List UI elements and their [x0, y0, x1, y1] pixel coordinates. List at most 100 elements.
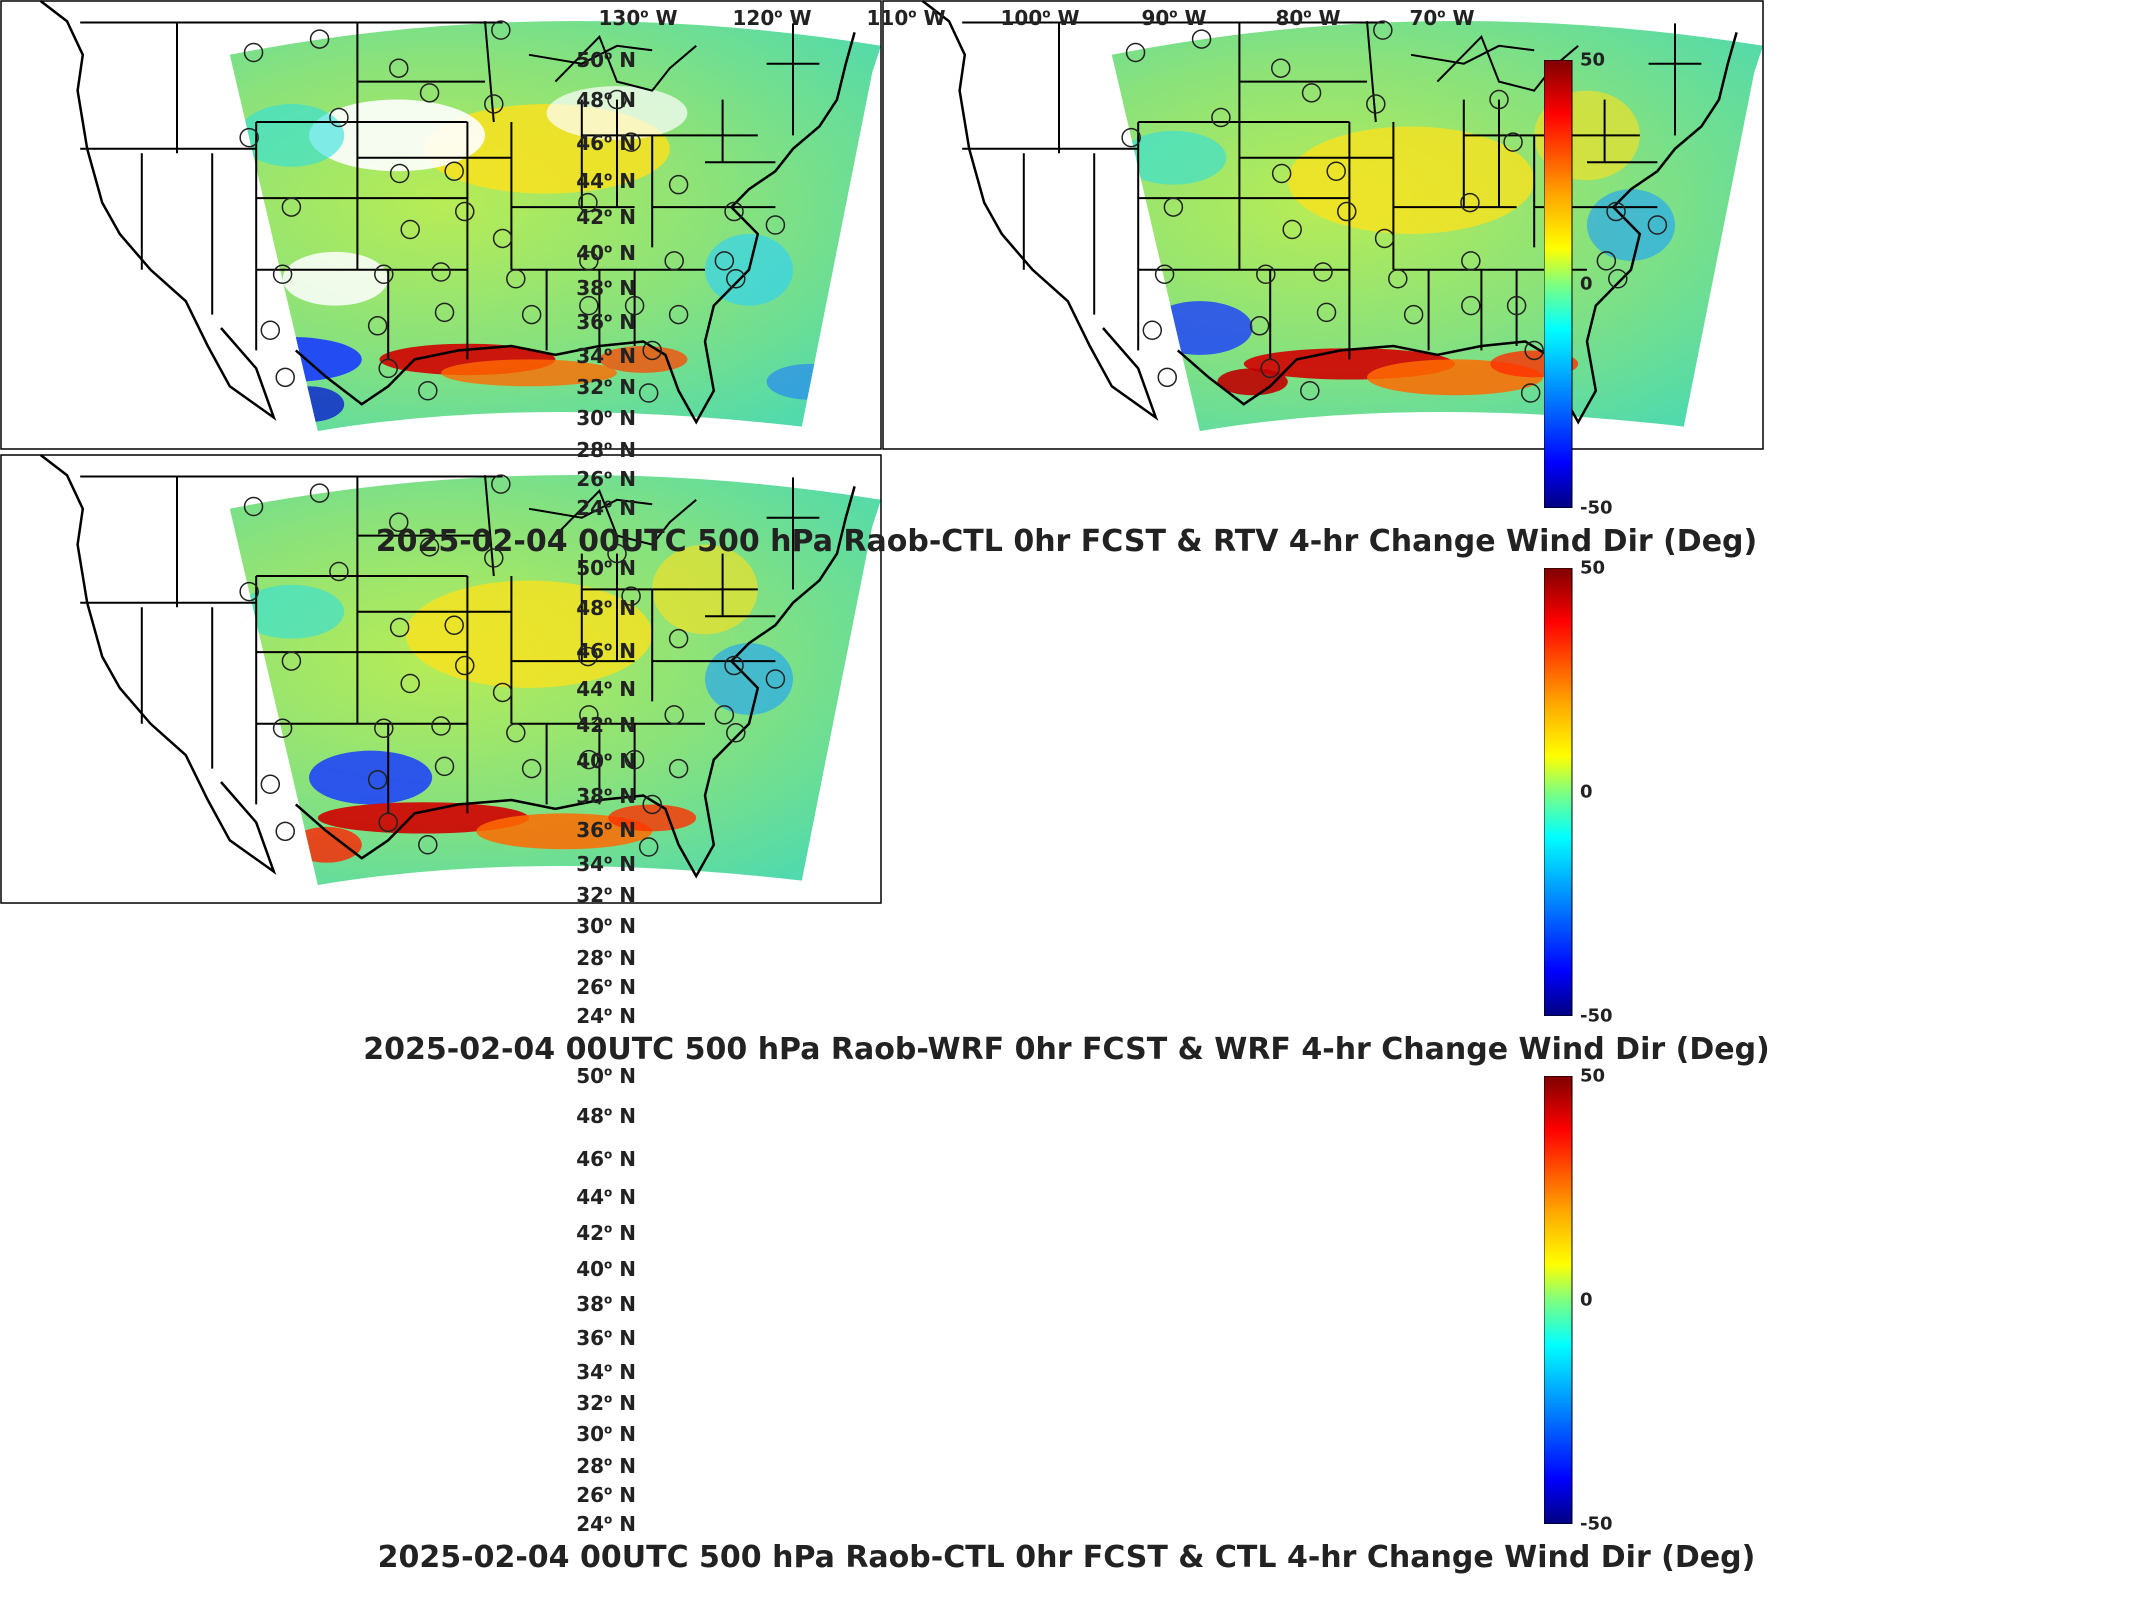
station-marker	[579, 705, 599, 725]
station-marker	[389, 58, 409, 78]
lat-tick-label: 34o N	[576, 851, 636, 876]
colorbar-tick-min: -50	[1580, 497, 1613, 519]
lat-tick-label: 26o N	[576, 974, 636, 999]
lat-tick-label: 30o N	[576, 1422, 636, 1447]
station-marker	[621, 132, 641, 152]
station-marker	[1524, 340, 1544, 361]
station-marker	[1460, 192, 1480, 213]
station-marker	[309, 483, 330, 503]
lat-tick-label: 38o N	[576, 784, 636, 809]
station-marker	[419, 537, 440, 557]
station-marker	[765, 215, 786, 235]
lat-tick-label: 44o N	[576, 676, 636, 701]
station-marker	[1520, 383, 1541, 403]
station-marker	[668, 628, 689, 649]
station-marker	[506, 269, 526, 289]
wind-direction-field	[229, 20, 881, 432]
colorbar-tick-max: 50	[1580, 49, 1606, 71]
station-marker	[1282, 219, 1302, 240]
lat-tick-label: 48o N	[576, 88, 636, 113]
station-marker	[400, 219, 420, 240]
lat-tick-label: 24o N	[576, 1512, 636, 1536]
lon-tick-label: 130o W	[598, 6, 678, 30]
lat-tick-label: 32o N	[576, 375, 636, 400]
station-marker	[434, 756, 455, 777]
station-marker	[243, 496, 264, 517]
station-marker	[434, 302, 455, 323]
raob-stations	[1121, 20, 1668, 403]
station-marker	[724, 201, 744, 222]
station-marker	[664, 251, 684, 271]
station-marker	[389, 512, 409, 532]
lon-tick-label: 80o W	[1275, 6, 1341, 30]
station-marker	[664, 705, 684, 725]
station-marker	[281, 197, 302, 217]
station-marker	[239, 127, 259, 148]
lat-tick-label: 50o N	[576, 556, 636, 580]
station-marker	[455, 655, 475, 676]
station-marker	[378, 358, 398, 379]
station-marker	[1606, 201, 1626, 222]
station-marker	[1191, 29, 1212, 49]
station-marker	[418, 381, 438, 401]
station-marker	[444, 615, 464, 635]
map-panel-2	[882, 0, 1764, 450]
lat-tick-label: 36o N	[576, 310, 636, 335]
panel-caption: 2025-02-04 00UTC 500 hPa Raob-CTL 0hr FC…	[377, 1540, 1756, 1575]
station-marker	[431, 716, 451, 736]
lat-tick-label: 40o N	[576, 240, 636, 265]
station-marker	[431, 262, 451, 282]
lat-tick-label: 32o N	[576, 883, 636, 908]
station-marker	[642, 340, 662, 361]
station-marker	[714, 705, 735, 725]
lat-tick-label: 28o N	[576, 437, 636, 462]
station-marker	[624, 749, 645, 770]
station-marker	[418, 835, 438, 855]
map-panel-1	[0, 0, 882, 450]
station-marker	[1163, 197, 1184, 217]
station-marker	[1503, 132, 1523, 152]
map-panel-3	[0, 454, 882, 904]
station-marker	[400, 673, 420, 694]
station-marker	[1271, 163, 1292, 184]
lat-tick-label: 50o N	[576, 48, 636, 72]
station-marker	[1256, 264, 1276, 285]
station-marker	[260, 320, 281, 341]
state-boundaries	[39, 454, 856, 879]
station-marker	[1608, 269, 1628, 289]
station-marker	[367, 770, 388, 790]
station-marker	[374, 718, 394, 739]
lat-tick-label: 42o N	[576, 204, 636, 229]
station-marker	[578, 192, 598, 213]
station-marker	[638, 837, 659, 857]
station-marker	[1326, 161, 1346, 181]
lat-tick-label: 26o N	[576, 466, 636, 491]
colorbar-tick-mid: 0	[1580, 781, 1593, 803]
lat-tick-label: 34o N	[576, 1359, 636, 1384]
lat-tick-label: 44o N	[576, 168, 636, 193]
lon-tick-label: 120o W	[732, 6, 812, 30]
lat-tick-label: 36o N	[576, 818, 636, 843]
station-marker	[607, 89, 627, 110]
station-marker	[1157, 367, 1177, 388]
station-marker	[389, 617, 410, 638]
lat-tick-label: 46o N	[576, 1146, 636, 1171]
raob-stations	[239, 20, 786, 403]
station-marker	[1211, 107, 1231, 128]
station-marker	[579, 749, 599, 770]
station-marker	[1301, 83, 1322, 103]
lat-tick-label: 50o N	[576, 1064, 636, 1088]
station-marker	[1596, 251, 1617, 271]
station-marker	[765, 669, 786, 689]
station-marker	[621, 586, 641, 606]
lat-tick-label: 40o N	[576, 1256, 636, 1281]
station-marker	[444, 161, 464, 181]
station-marker	[724, 655, 744, 676]
colorbar	[1544, 568, 1573, 1016]
station-marker	[1249, 316, 1270, 336]
lat-tick-label: 40o N	[576, 748, 636, 773]
panel-caption: 2025-02-04 00UTC 500 hPa Raob-WRF 0hr FC…	[363, 1032, 1770, 1067]
station-marker	[1374, 228, 1395, 249]
lon-tick-label: 100o W	[1000, 6, 1080, 30]
lat-tick-label: 26o N	[576, 1482, 636, 1507]
